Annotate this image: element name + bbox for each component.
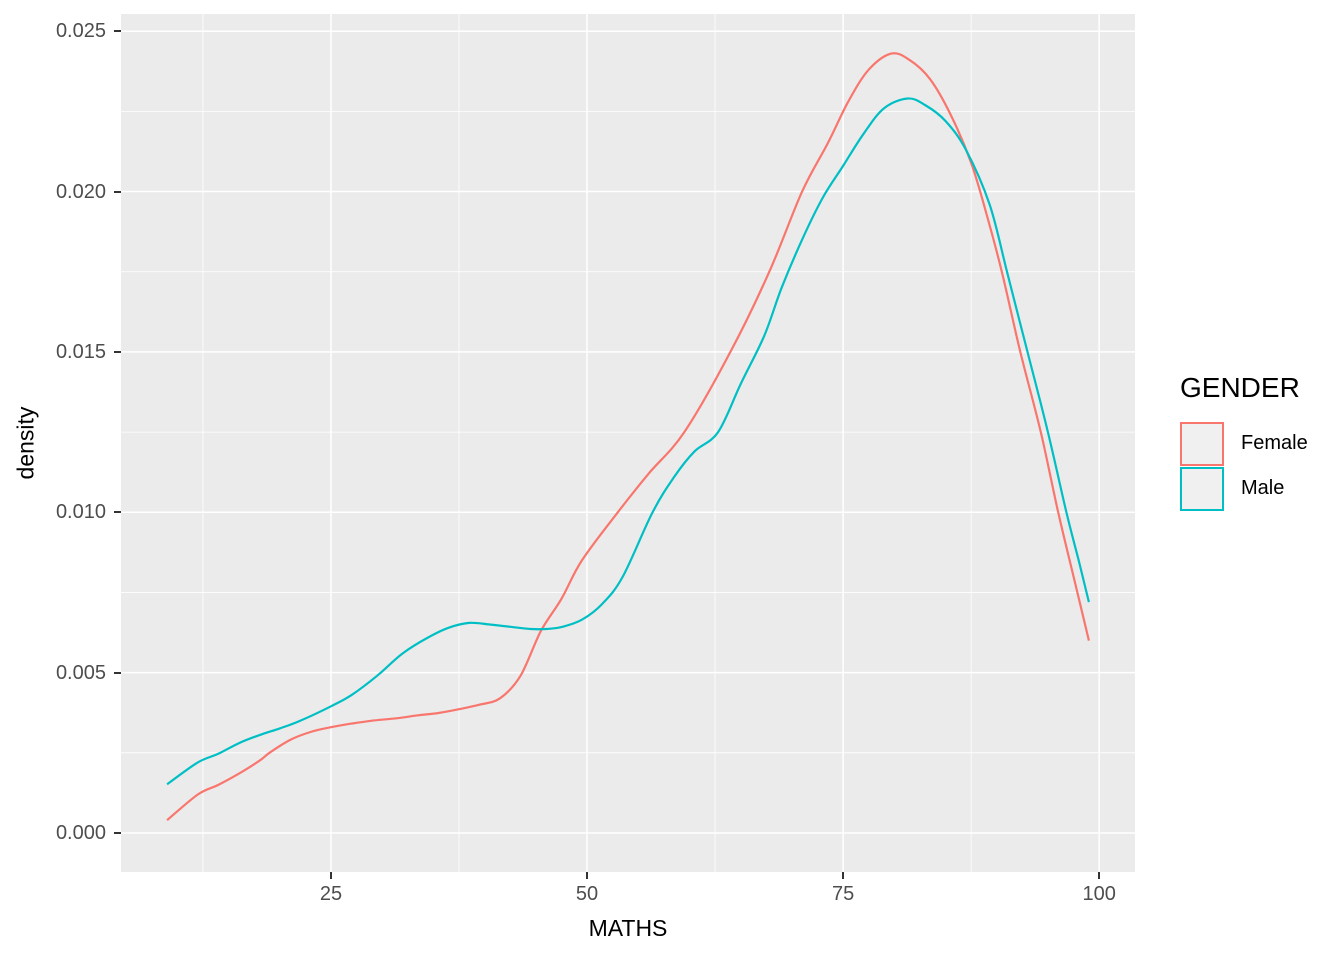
y-tick-mark [114,511,121,514]
x-tick-label: 25 [319,883,343,905]
legend-label: Male [1241,477,1285,499]
x-tick-mark [586,872,589,879]
legend-title: GENDER [1180,372,1300,403]
legend-key-female-icon [1180,421,1224,466]
y-tick-label: 0.015 [55,340,106,363]
legend-label: Female [1241,432,1308,454]
y-tick-label: 0.020 [55,180,106,203]
y-tick-label: 0.005 [55,661,106,684]
x-tick-label: 100 [1082,883,1116,905]
plot-panel [121,14,1135,872]
y-tick-label: 0.010 [55,501,106,524]
legend-entry-female: Female [1180,421,1308,466]
legend-entries: Female Male [1180,421,1308,511]
x-tick-mark [329,872,332,879]
x-tick-label: 75 [831,883,855,905]
female-density-curve [166,52,1090,822]
legend-key-male-icon [1180,466,1224,511]
y-tick-mark [114,671,121,674]
legend: GENDER Female Male [1180,372,1308,511]
density-curves-svg [121,14,1135,872]
y-tick-mark [114,832,121,834]
y-tick-label: 0.025 [55,20,106,43]
y-tick-label: 0.000 [55,822,106,844]
x-tick-mark [842,872,845,879]
y-axis-title: density [12,406,39,480]
y-tick-mark [114,350,121,353]
y-tick-mark [114,190,121,193]
male-density-curve [166,97,1090,786]
x-tick-mark [1098,872,1101,879]
x-axis-title: MATHS [588,915,668,941]
legend-entry-male: Male [1180,466,1308,511]
y-tick-mark [114,30,121,33]
x-tick-label: 50 [575,883,599,905]
